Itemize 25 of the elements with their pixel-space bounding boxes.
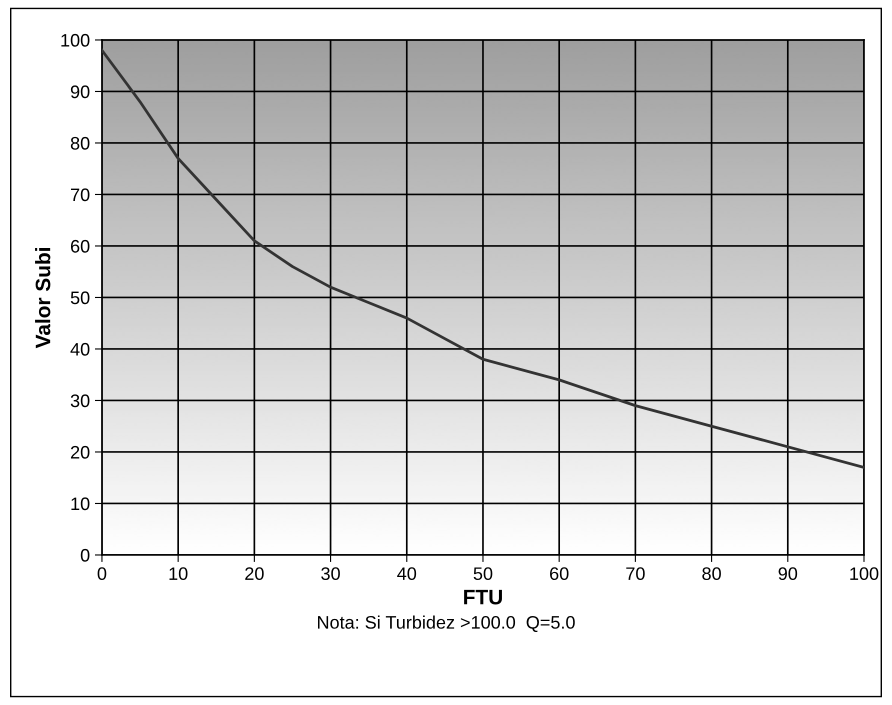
x-tick-label: 60 xyxy=(550,567,569,580)
x-tick-label: 90 xyxy=(778,567,798,580)
x-tick-label: 0 xyxy=(98,567,106,580)
text: Nota: Si Turbidez >100.0 Q=5.0 xyxy=(318,616,575,632)
y-tick-label: 60 xyxy=(70,240,90,253)
y-tick-label: 0 xyxy=(80,548,90,562)
x-tick-label: 40 xyxy=(397,567,416,580)
x-tick-label: 100 xyxy=(850,567,878,580)
y-tick-label: 100 xyxy=(61,34,90,47)
x-tick-label: 20 xyxy=(245,567,264,580)
x-tick-label: 30 xyxy=(321,567,340,580)
y-tick-label: 90 xyxy=(70,85,90,98)
y-axis-title: Valor Subi xyxy=(35,248,50,348)
y-tick-label: 70 xyxy=(70,188,90,202)
x-axis-title: FTU xyxy=(464,590,502,604)
x-tick-label: 70 xyxy=(626,567,645,580)
y-tick-label: 80 xyxy=(70,136,90,150)
x-tick-label: 80 xyxy=(702,567,721,580)
y-tick-label: 50 xyxy=(70,291,90,304)
y-tick-label: 30 xyxy=(70,394,90,408)
x-tick-label: 10 xyxy=(169,567,188,580)
y-tick-label: 10 xyxy=(71,497,90,510)
y-tick-label: 40 xyxy=(70,342,90,356)
y-tick-label: 20 xyxy=(70,446,90,459)
x-tick-label: 50 xyxy=(474,567,492,580)
